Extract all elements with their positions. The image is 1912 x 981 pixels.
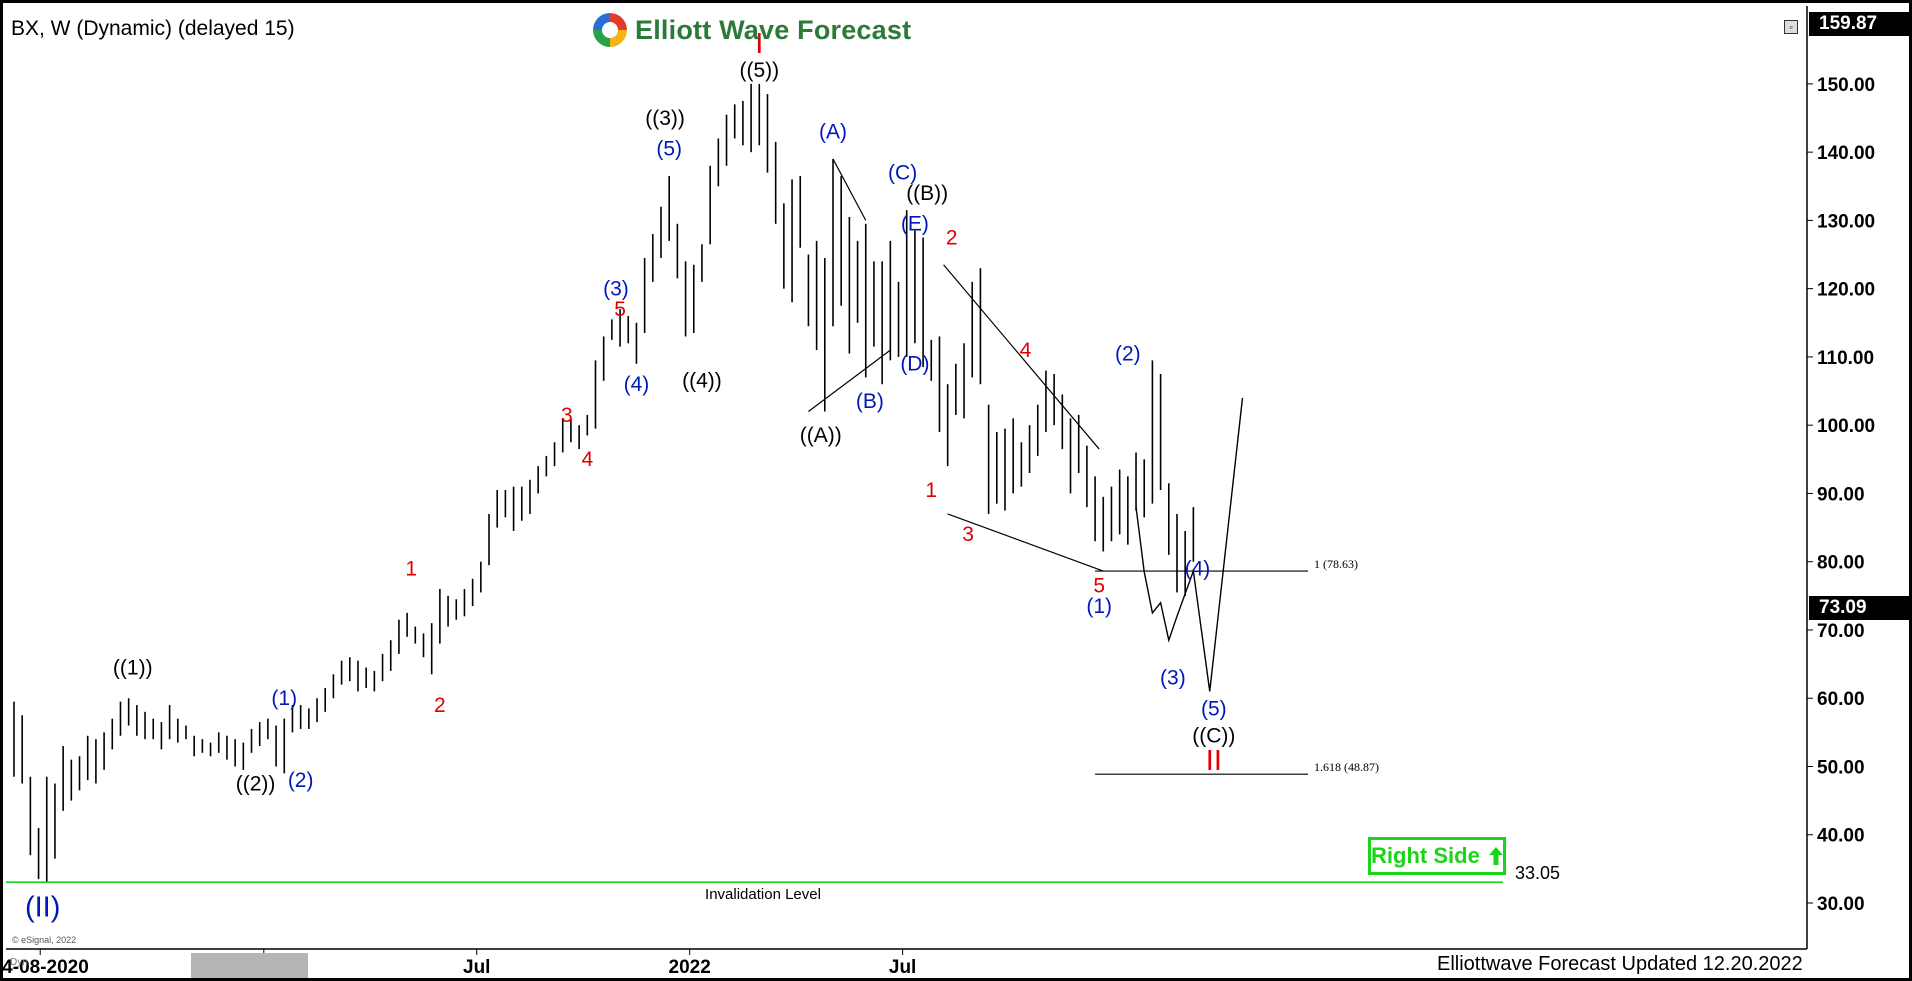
wave-label: ((4)) xyxy=(682,370,722,393)
x-tick-label: Jul xyxy=(889,957,916,978)
elliott-wave-chart: 30.00 40.00 50.00 60.00 70.00 80.00 90.00 100.0… xyxy=(3,6,1875,978)
x-tick-label: 04-08-2020 xyxy=(3,957,89,978)
wave-label: (1) xyxy=(271,687,297,710)
y-tick-label: 70.00 xyxy=(1817,621,1865,642)
y-tick-label: 90.00 xyxy=(1817,484,1865,505)
updated-note: Elliottwave Forecast Updated 12.20.2022 xyxy=(1437,953,1803,975)
wave-label: 1 xyxy=(925,479,937,502)
wave-label: ((1)) xyxy=(113,656,153,679)
date-cursor-highlight xyxy=(191,953,308,978)
wave-label: 2 xyxy=(946,226,958,249)
y-tick-label: 120.00 xyxy=(1817,280,1875,301)
wave-label: (E) xyxy=(901,213,929,236)
y-tick-label: 80.00 xyxy=(1817,553,1865,574)
y-tick-label: 100.00 xyxy=(1817,416,1875,437)
x-tick-label: 2022 xyxy=(669,957,711,978)
wave-label: ((A)) xyxy=(800,424,842,447)
wave-label: 5 xyxy=(614,298,626,321)
wave-label: (3) xyxy=(1160,667,1186,690)
wave-label: (1) xyxy=(1086,595,1112,618)
wave-label: ((2)) xyxy=(236,772,276,795)
wave-label: ((B)) xyxy=(906,182,948,205)
y-tick-label: 110.00 xyxy=(1817,348,1874,369)
esignal-copyright: © eSignal, 2022 xyxy=(12,935,77,945)
y-tick-label: 140.00 xyxy=(1817,143,1875,164)
x-tick-label: Jul xyxy=(463,957,490,978)
wave-label: (4) xyxy=(1185,557,1211,580)
wave-label: 4 xyxy=(1020,339,1032,362)
window-restore-icon[interactable]: ▫ xyxy=(1784,20,1798,34)
arrow-up-icon xyxy=(1488,847,1503,865)
wave-labels: I((5))((3))(5)(3)5(4) ((4))3412((1))((2))… xyxy=(25,28,1235,923)
wave-label: (2) xyxy=(288,769,314,792)
projected-wave-path xyxy=(1135,397,1244,692)
right-side-badge: Right Side xyxy=(1368,837,1506,875)
wave-label: 2 xyxy=(434,694,446,717)
elliott-wave-logo-icon xyxy=(593,13,627,47)
wave-label: (B) xyxy=(856,390,884,413)
wave-label: ((5)) xyxy=(739,59,779,82)
wave-label: 4 xyxy=(581,448,593,471)
logo-text: Elliott Wave Forecast xyxy=(635,14,912,45)
y-tick-label: 130.00 xyxy=(1817,211,1875,232)
ticker-title: BX, W (Dynamic) (delayed 15) xyxy=(11,17,295,40)
trend-line xyxy=(947,513,1104,572)
trend-line xyxy=(832,158,867,221)
wave-label: 1 xyxy=(405,557,417,580)
fib-level-label: 1.618 (48.87) xyxy=(1314,760,1379,774)
price-label-current: 73.09 xyxy=(1809,596,1909,620)
invalidation-value: 33.05 xyxy=(1515,863,1560,883)
wave-label: I xyxy=(755,28,763,60)
wave-label: 5 xyxy=(1093,574,1105,597)
trend-line xyxy=(943,264,1100,450)
wave-label: 3 xyxy=(561,404,573,427)
wave-label: (A) xyxy=(819,120,847,143)
wave-label: (5) xyxy=(1201,697,1227,720)
wave-label: (D) xyxy=(900,353,929,376)
wave-label: 3 xyxy=(962,523,974,546)
dyn-label: Dyn xyxy=(10,957,28,968)
price-axis: 30.00 40.00 50.00 60.00 70.00 80.00 90.00 100.0… xyxy=(3,6,1875,978)
wave-label: (4) xyxy=(624,373,650,396)
wave-lines: 1 (78.63) 1.618 (48.87) Invalidation Level… xyxy=(6,158,1560,903)
wave-label: ((C)) xyxy=(1192,725,1235,748)
price-label-top: 159.87 xyxy=(1809,12,1909,36)
wave-label: (II) xyxy=(25,892,60,924)
right-side-label: Right Side xyxy=(1371,843,1480,868)
trend-line xyxy=(808,349,891,413)
price-bars xyxy=(13,83,1195,883)
y-tick-label: 60.00 xyxy=(1817,689,1865,710)
fib-level-label: 1 (78.63) xyxy=(1314,557,1358,571)
wave-label: (3) xyxy=(603,277,629,300)
wave-label: (C) xyxy=(888,161,917,184)
y-tick-label: 150.00 xyxy=(1817,75,1875,96)
y-tick-label: 50.00 xyxy=(1817,757,1865,778)
y-tick-label: 40.00 xyxy=(1817,826,1865,847)
wave-label: (2) xyxy=(1115,342,1141,365)
wave-label: ((3)) xyxy=(645,107,685,130)
wave-label: II xyxy=(1206,745,1222,777)
wave-label: (5) xyxy=(656,138,682,161)
invalidation-label: Invalidation Level xyxy=(705,886,821,903)
y-tick-label: 30.00 xyxy=(1817,894,1865,915)
logo: Elliott Wave Forecast xyxy=(593,13,911,47)
